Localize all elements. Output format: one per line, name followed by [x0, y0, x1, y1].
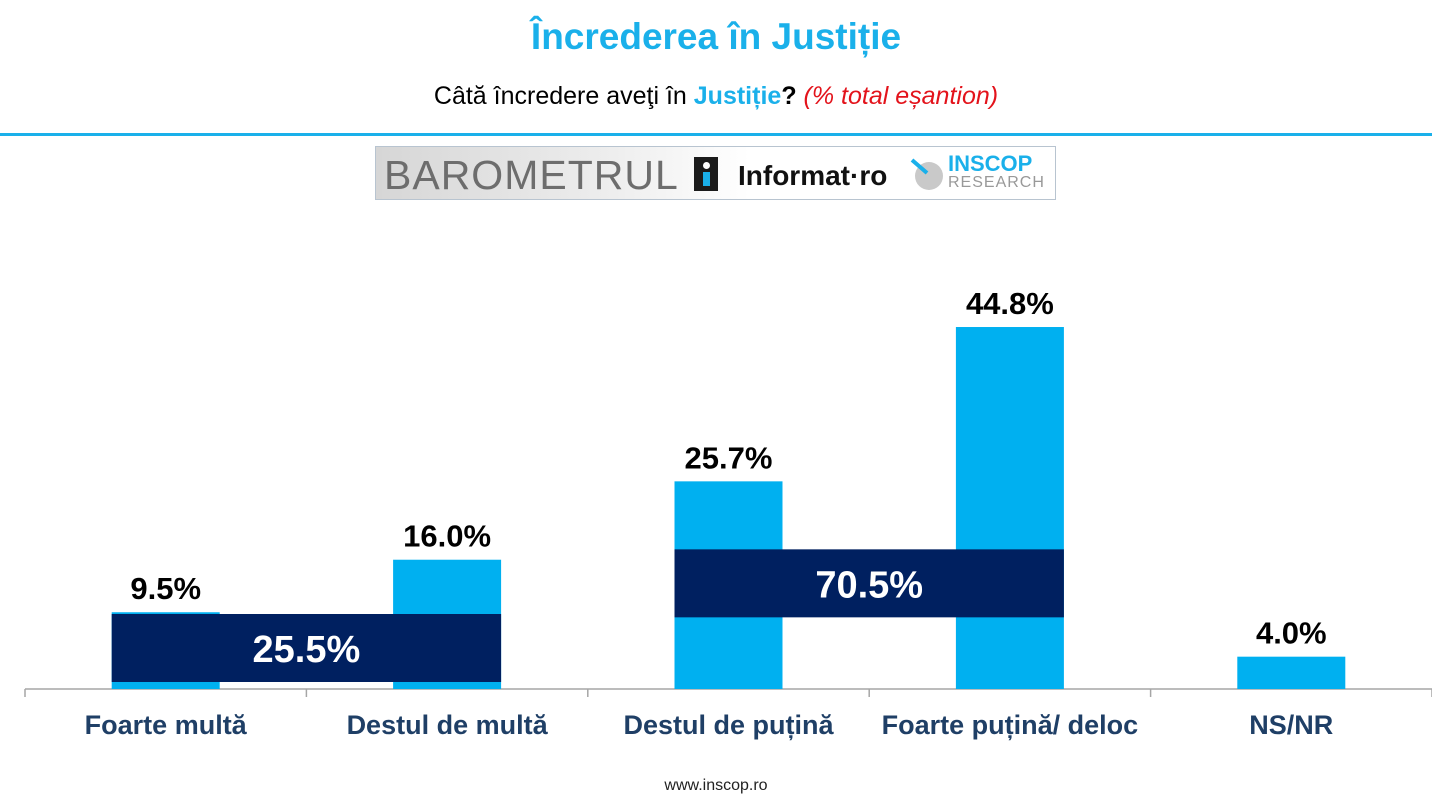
header-divider: [0, 133, 1432, 136]
group-total-band: [111, 614, 502, 682]
category-label: Destul de multă: [347, 710, 549, 740]
subtitle-highlight: Justiție: [693, 82, 782, 110]
chart-labels: 9.5% Foarte multă 16.0% Destul de multă 25.7…: [85, 286, 1334, 740]
bar: [955, 327, 1064, 689]
group-total-band: [674, 549, 1064, 618]
informat-icon: [694, 157, 718, 191]
category-label: Destul de puțină: [623, 710, 834, 740]
bar-value-label: 9.5%: [130, 571, 201, 606]
inscop-icon: [910, 158, 943, 190]
category-label: Foarte puțină/ deloc: [882, 710, 1139, 740]
research-logo-text: RESEARCH: [948, 174, 1045, 191]
subtitle-note: (% total eșantion): [803, 82, 999, 110]
chart-subtitle: Câtă încredere aveţi în Justiție? (% tot…: [0, 82, 1432, 111]
sponsor-logo-banner: BAROMETRUL Informat·ro INSCOP RESEARCH: [375, 146, 1056, 200]
bar-value-label: 4.0%: [1256, 616, 1327, 651]
bar-value-label: 44.8%: [966, 286, 1054, 321]
footer-url: www.inscop.ro: [664, 777, 768, 794]
category-label: NS/NR: [1249, 710, 1333, 740]
barometru-logo-text: BAROMETRUL: [384, 152, 679, 198]
inscop-logo-text: INSCOP: [948, 151, 1033, 176]
category-label: Foarte multă: [85, 710, 248, 740]
informat-logo-text: Informat·ro: [738, 160, 888, 191]
chart-axis: [24, 688, 1432, 697]
bar-value-label: 16.0%: [403, 519, 491, 554]
chart-group-bands: 25.5% 70.5%: [111, 549, 1064, 682]
bar: [1237, 656, 1346, 689]
subtitle-prefix: Câtă încredere aveţi în: [433, 82, 694, 110]
subtitle-question-mark: ?: [781, 82, 797, 110]
chart-title: Încrederea în Justiție: [530, 16, 902, 57]
group-total-label: 25.5%: [253, 629, 361, 671]
bar-value-label: 25.7%: [685, 440, 773, 475]
group-total-label: 70.5%: [815, 564, 923, 606]
